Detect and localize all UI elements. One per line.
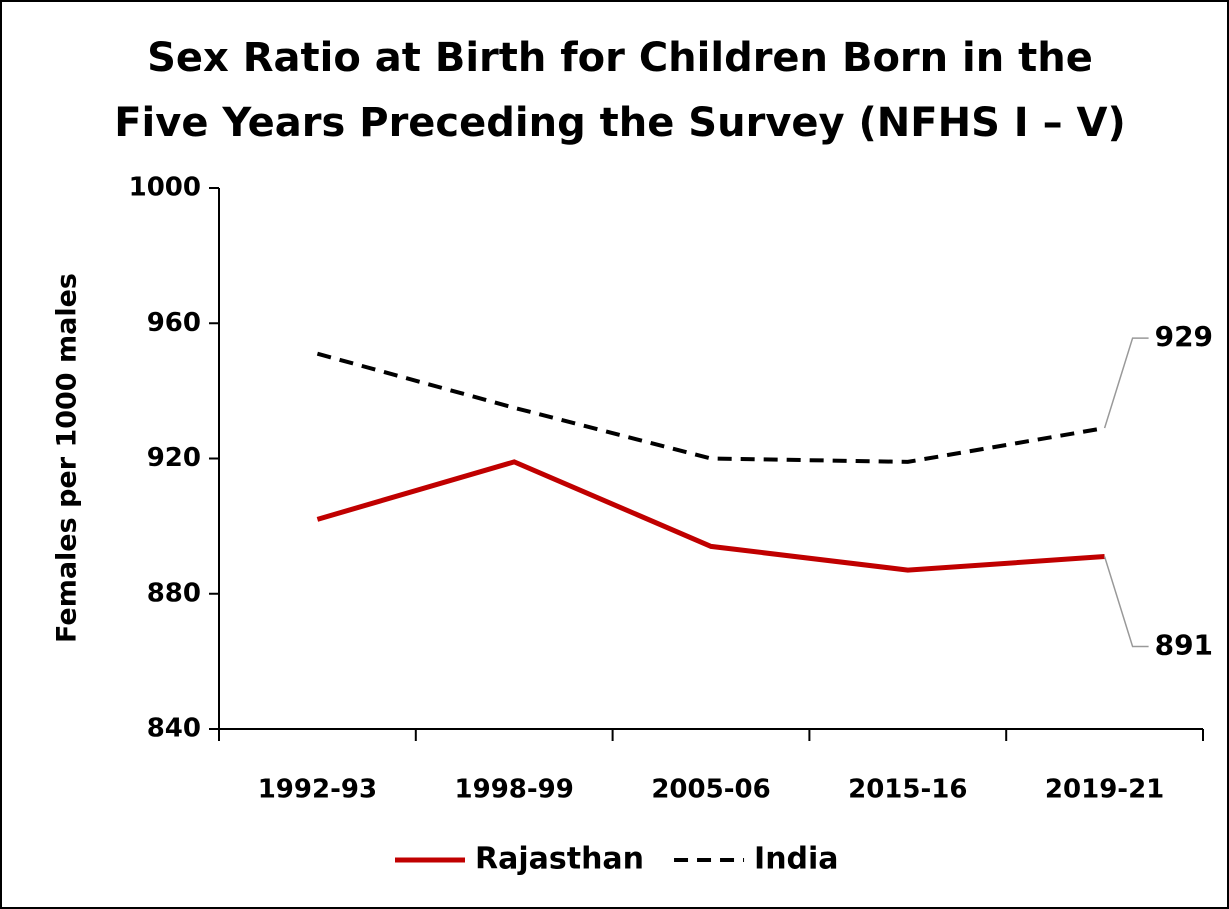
legend-label: Rajasthan <box>475 842 644 877</box>
legend-label: India <box>754 842 839 877</box>
data-label: 891 <box>1155 629 1213 662</box>
chart-title: Sex Ratio at Birth for Children Born in … <box>147 35 1093 81</box>
leader-line <box>1103 556 1149 648</box>
x-tick-label: 2015-16 <box>848 775 967 805</box>
chart-title: Five Years Preceding the Survey (NFHS I … <box>114 100 1126 146</box>
x-tick-label: 2019-21 <box>1045 775 1164 805</box>
y-tick-label: 1000 <box>129 173 201 203</box>
leader-line <box>1103 337 1149 429</box>
x-tick-label: 1992-93 <box>258 775 377 805</box>
y-tick-label: 920 <box>147 443 201 473</box>
x-tick-label: 1998-99 <box>455 775 574 805</box>
line-series <box>316 459 1105 573</box>
data-label: 929 <box>1155 320 1213 353</box>
y-tick-label: 840 <box>147 714 201 744</box>
y-tick-label: 960 <box>147 308 201 338</box>
y-tick-label: 880 <box>147 578 201 608</box>
line-series <box>316 351 1105 464</box>
x-tick-label: 2005-06 <box>651 775 770 805</box>
y-axis-label: Females per 1000 males <box>52 273 83 643</box>
